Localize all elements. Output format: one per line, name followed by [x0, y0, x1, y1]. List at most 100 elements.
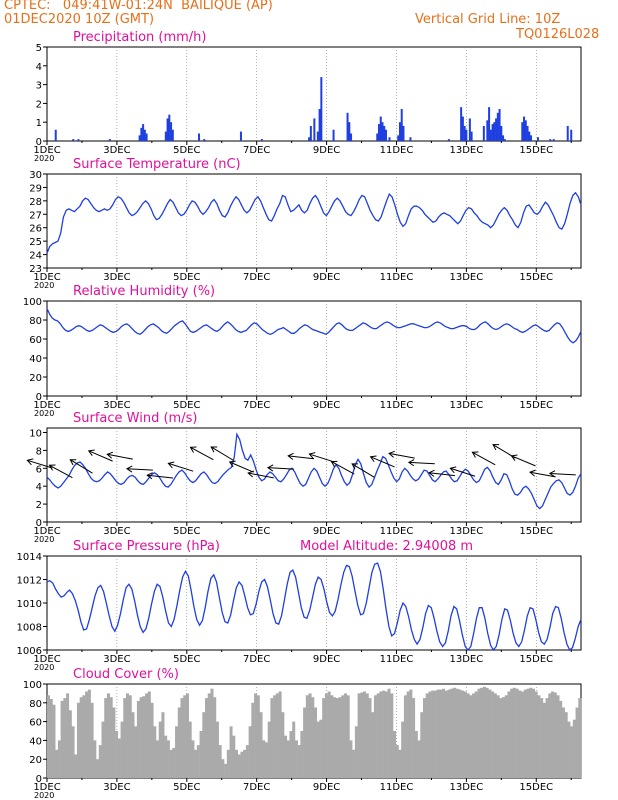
x-tick-label: 11DEC: [380, 272, 414, 283]
cloud-bar: [131, 712, 135, 778]
precip-bar: [381, 122, 384, 141]
cloud-bar: [82, 695, 86, 778]
cloud-bar: [74, 754, 78, 778]
precip-bar: [400, 109, 403, 141]
y-tick-label: 24: [29, 251, 42, 262]
product-code: TQ0126L028: [516, 27, 600, 42]
cloud-bar: [248, 726, 252, 778]
cloud-bar: [556, 695, 560, 778]
wind-vector-head: [146, 472, 153, 480]
x-tick-label: 1DEC: [33, 400, 60, 411]
precip-bar: [397, 135, 400, 141]
cloud-bar: [335, 698, 339, 778]
wind-vector: [370, 456, 395, 468]
cloud-bar: [147, 691, 151, 778]
y-tick-label: 1006: [17, 646, 42, 657]
precip-bar: [388, 137, 391, 141]
panel-annotation-pres: Model Altitude: 2.94008 m: [300, 539, 473, 554]
cloud-bar: [172, 747, 176, 778]
cloud-bar: [466, 693, 470, 778]
precip-bar: [530, 135, 533, 141]
x-tick-label: 3DEC: [103, 526, 130, 537]
cloud-bar: [169, 749, 173, 778]
x-tick-label: 5DEC: [173, 272, 200, 283]
wind-vector: [70, 459, 93, 474]
x-tick-label: 15DEC: [519, 782, 553, 793]
y-tick-label: 30: [29, 170, 42, 181]
precip-bar: [72, 139, 75, 141]
panel-precip: Precipitation (mm/h) 1DEC 3DEC 5DEC 7DEC 9DEC…: [33, 30, 582, 163]
cloud-bar: [477, 688, 481, 778]
precip-bar: [143, 129, 146, 141]
precip-bar: [309, 125, 312, 141]
precip-bar: [409, 137, 412, 141]
y-tick-label: 26: [29, 224, 42, 235]
panel-frame: [46, 555, 582, 651]
wind-vector: [389, 452, 415, 459]
wind-vector-head: [167, 461, 175, 469]
wind-vector: [309, 453, 335, 463]
cloud-bar: [117, 738, 121, 778]
wind-vector: [229, 461, 254, 473]
precip-bar: [318, 109, 321, 141]
precip-bar: [171, 129, 174, 141]
panel-frame: [46, 173, 582, 269]
cloud-bar: [455, 688, 459, 778]
cloud-bar: [47, 695, 51, 778]
cloud-bar: [104, 698, 108, 778]
cloud-bar: [491, 691, 495, 778]
cloud-bar: [183, 695, 187, 778]
wind-vector-head: [189, 446, 197, 453]
cloud-bar: [52, 704, 56, 778]
cloud-bar: [96, 759, 100, 778]
cloud-bar: [482, 686, 486, 778]
y-tick-label: 1008: [17, 623, 42, 634]
cloud-bar: [90, 702, 94, 778]
cloud-bar: [134, 726, 138, 778]
cloud-bar: [196, 745, 200, 778]
wind-vector: [549, 472, 576, 476]
cloud-bar: [294, 740, 298, 778]
cloud-bar: [142, 696, 146, 778]
cloud-bar: [256, 695, 260, 778]
y-tick-label: 60: [29, 335, 42, 346]
cloud-bar: [499, 698, 503, 778]
y-tick-label: 0: [36, 137, 42, 148]
cloud-bar: [126, 693, 130, 778]
wind-vector-head: [330, 460, 338, 468]
cloud-bar: [324, 693, 328, 778]
precip-bar: [493, 122, 496, 141]
cloud-bar: [409, 689, 413, 778]
cloud-bar: [278, 691, 282, 778]
cloud-bar: [458, 689, 462, 778]
cloud-bar: [431, 690, 435, 778]
cloud-bar: [338, 697, 342, 778]
cloud-bar: [501, 697, 506, 778]
cloud-bar: [567, 721, 571, 778]
x-tick-label: 7DEC: [243, 145, 270, 156]
y-tick-label: 25: [29, 237, 42, 248]
x-tick-label: 3DEC: [103, 145, 130, 156]
cloud-bar: [425, 693, 429, 778]
x-tick-label: 3DEC: [103, 400, 130, 411]
x-tick-label: 15DEC: [519, 654, 553, 665]
cloud-bar: [188, 721, 192, 778]
precip-bar: [468, 118, 471, 141]
cloud-bar: [164, 735, 168, 778]
cloud-bar: [213, 697, 217, 778]
precip-bar: [482, 125, 485, 141]
precip-bar: [145, 133, 148, 141]
wind-vector-head: [407, 459, 415, 467]
cloud-bar: [545, 698, 549, 778]
cloud-bar: [194, 749, 198, 778]
cloud-bar: [229, 726, 233, 778]
wind-vector: [529, 471, 556, 478]
cloud-bar: [177, 707, 181, 778]
panel-title-precip: Precipitation (mm/h): [73, 30, 206, 45]
cloud-bar: [507, 691, 511, 778]
cloud-bar: [243, 749, 247, 778]
precip-bar: [398, 122, 401, 141]
wind-vector-head: [287, 452, 294, 460]
wind-vector-head: [510, 454, 518, 461]
wind-vector: [27, 459, 53, 469]
